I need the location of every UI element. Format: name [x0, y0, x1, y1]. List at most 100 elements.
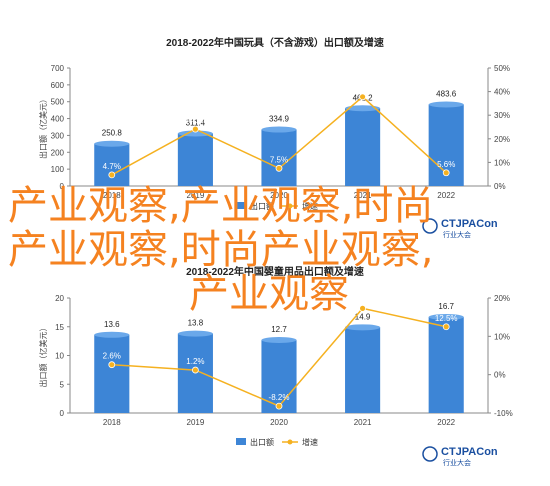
chart1-y2-tick-label: 10%: [494, 158, 510, 167]
chart1-y-tick-label: 200: [51, 148, 65, 157]
chart1-x-tick-label: 2020: [270, 191, 288, 200]
chart2-legend-line-label: 增速: [302, 437, 318, 447]
chart2-y2-tick-label: 10%: [494, 332, 510, 341]
chart2-bar-cap: [345, 324, 381, 331]
chart1-growth-value-label: 24.1%: [184, 116, 207, 125]
chart2-x-tick-label: 2021: [354, 418, 372, 427]
chart1-y-tick-label: 400: [51, 115, 65, 124]
chart2-legend-bar-label: 出口额: [250, 437, 274, 447]
chart1-title: 2018-2022年中国玩具（不含游戏）出口额及增速: [166, 36, 384, 49]
chart2-bar: [428, 316, 464, 413]
chart1-legend-bar-label: 出口额: [250, 201, 274, 211]
chart1-x-tick-label: 2018: [103, 191, 121, 200]
chart1-legend-line-dot: [287, 203, 293, 209]
chart2-ctjpa-logo-icon: [422, 446, 438, 462]
chart2-growth-value-label: -8.2%: [269, 393, 290, 402]
chart1-bar-cap: [428, 101, 464, 108]
chart1-legend-bar-swatch: [236, 202, 246, 209]
chart2-bar-cap: [177, 330, 213, 337]
chart1-growth-point: [191, 125, 199, 133]
chart1-growth-value-label: 37.8%: [351, 84, 374, 93]
chart2-bar-value-label: 14.9: [355, 312, 371, 321]
chart1-bar-value-label: 311.4: [186, 119, 206, 128]
chart2-bar: [94, 334, 130, 413]
chart2-y-tick-label: 20: [55, 294, 64, 303]
chart2-x-tick-label: 2022: [437, 418, 455, 427]
chart2-bar-cap: [94, 331, 130, 338]
chart1-x-tick-label: 2021: [354, 191, 372, 200]
chart2-x-tick-label: 2020: [270, 418, 288, 427]
chart1-y-tick-label: 300: [51, 131, 65, 140]
chart2-legend-line-dot: [287, 439, 293, 445]
chart1-y-tick-label: 700: [51, 64, 65, 73]
chart2-y-tick-label: 0: [60, 409, 65, 418]
chart2-growth-point: [275, 402, 283, 410]
chart1-bar: [177, 133, 213, 186]
chart2-growth-point: [108, 361, 116, 369]
chart2-bar: [345, 327, 381, 413]
chart2-legend-bar-swatch: [236, 438, 246, 445]
chart2-growth-value-label: 1.2%: [186, 357, 204, 366]
chart1-bar: [345, 108, 381, 186]
chart2-growth-value-label: 2.6%: [103, 352, 121, 361]
chart1-y2-tick-label: 40%: [494, 88, 510, 97]
chart2-title: 2018-2022年中国婴童用品出口额及增速: [186, 265, 364, 278]
chart2-growth-point: [191, 366, 199, 374]
chart1-y-tick-label: 600: [51, 81, 65, 90]
chart1-logo-subtitle: 行业大会: [443, 230, 471, 239]
chart1-y-tick-label: 0: [60, 182, 65, 191]
chart1-x-tick-label: 2019: [187, 191, 205, 200]
chart1-bar-value-label: 483.6: [436, 89, 457, 98]
chart1-growth-value-label: 4.7%: [103, 162, 121, 171]
chart1-bar-value-label: 250.8: [102, 129, 123, 138]
chart1-y2-tick-label: 0%: [494, 182, 506, 191]
chart1-ctjpa-logo-icon: [422, 218, 438, 234]
chart1-x-tick-label: 2022: [437, 191, 455, 200]
chart2-y-tick-label: 15: [55, 323, 64, 332]
chart1-growth-point: [275, 164, 283, 172]
chart2-y2-tick-label: 20%: [494, 294, 510, 303]
chart1-y-tick-label: 500: [51, 98, 65, 107]
chart2-bar-value-label: 16.7: [438, 302, 454, 311]
chart1-bar-cap: [94, 140, 130, 147]
chart1-y-tick-label: 100: [51, 165, 65, 174]
chart1-bar-cap: [345, 105, 381, 112]
chart2-x-tick-label: 2018: [103, 418, 121, 427]
chart2-growth-point: [442, 323, 450, 331]
chart1-legend-line-label: 增速: [302, 201, 318, 211]
chart1-y2-tick-label: 30%: [494, 111, 510, 120]
chart1-growth-point: [108, 171, 116, 179]
chart2-logo-brand: CTJPACon: [441, 446, 498, 458]
chart1-y2-tick-label: 20%: [494, 135, 510, 144]
chart2-logo-subtitle: 行业大会: [443, 458, 471, 467]
overlay-text-line-1: 产业观察,产业观察,时尚: [8, 183, 434, 229]
chart2-growth-value-label: 12.5%: [435, 314, 458, 323]
chart2-y-axis-title: 出口额（亿美元）: [38, 324, 48, 388]
chart2-x-tick-label: 2019: [187, 418, 205, 427]
chart1-growth-value-label: 7.5%: [270, 155, 288, 164]
chart1-y2-tick-label: 50%: [494, 64, 510, 73]
chart2-bar-cap: [428, 313, 464, 320]
chart1-bar-cap: [261, 126, 297, 133]
overlay-text-line-3: 产业观察: [189, 271, 349, 317]
chart1-bar: [94, 143, 130, 186]
chart1-bar-cap: [177, 130, 213, 137]
overlay-text-line-2: 产业观察,时尚产业观察,: [8, 227, 434, 273]
chart2-y-tick-label: 10: [55, 352, 64, 361]
chart1-growth-point: [359, 93, 367, 101]
chart2-growth-point: [359, 304, 367, 312]
chart1-growth-value-label: 5.6%: [437, 160, 455, 169]
chart1-growth-point: [442, 169, 450, 177]
chart2-bar-cap: [261, 336, 297, 343]
chart1-bar-value-label: 334.9: [269, 115, 290, 124]
chart2-bar-value-label: 13.8: [188, 319, 204, 328]
chart2-y-tick-label: 5: [60, 380, 65, 389]
chart1-y-axis-title: 出口额（亿美元）: [38, 95, 48, 159]
chart1-logo-brand: CTJPACon: [441, 218, 498, 230]
chart2-bar-value-label: 13.6: [104, 320, 120, 329]
chart2-y2-tick-label: -10%: [494, 409, 513, 418]
chart2-bar-value-label: 12.7: [271, 325, 287, 334]
chart2-y2-tick-label: 0%: [494, 371, 506, 380]
